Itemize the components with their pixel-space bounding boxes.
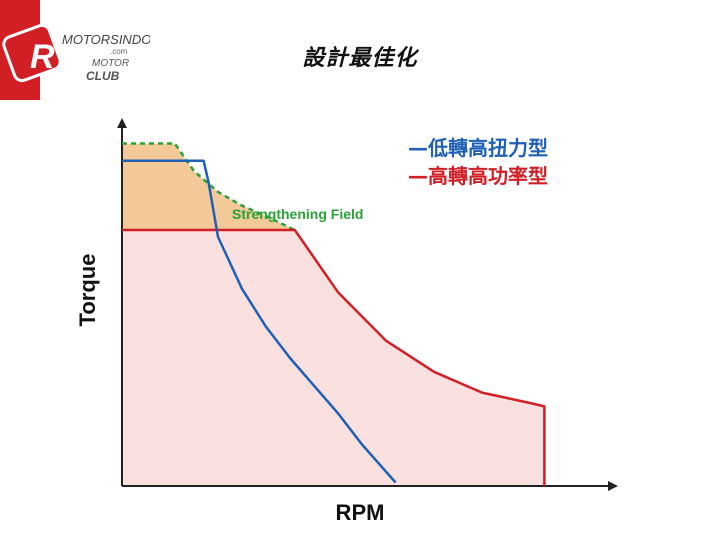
legend-label-low-rpm: 低轉高扭力型 — [428, 136, 548, 160]
logo-text-1: MOTORSINDO — [62, 32, 150, 47]
page-title: 設計最佳化 — [302, 46, 418, 71]
high-rpm-power-line — [122, 228, 546, 486]
low-rpm-torque-line — [122, 159, 397, 484]
legend-item-high-rpm: —高轉高功率型 — [408, 164, 548, 188]
strengthening-field-label: Strengthening Field — [232, 206, 364, 222]
logo-text-3: MOTOR — [92, 58, 129, 69]
x-axis-arrow — [608, 481, 618, 491]
high-rpm-area — [122, 230, 545, 486]
logo-badge: R — [30, 38, 55, 76]
motorsindo-logo-icon: R MOTORSINDO .com MOTOR CLUB — [0, 0, 150, 100]
chart-legend: —低轉高扭力型 —高轉高功率型 — [408, 134, 548, 190]
logo-text-2: .com — [110, 47, 128, 56]
y-axis-arrow — [117, 118, 127, 128]
strengthening-field-line — [122, 142, 296, 232]
legend-item-low-rpm: —低轉高扭力型 — [408, 136, 548, 160]
logo-text-4: CLUB — [86, 69, 120, 83]
x-axis-label: RPM — [335, 500, 385, 525]
legend-label-high-rpm: 高轉高功率型 — [428, 164, 548, 188]
logo: R MOTORSINDO .com MOTOR CLUB — [0, 0, 150, 100]
y-axis-label: Torque — [75, 253, 100, 327]
